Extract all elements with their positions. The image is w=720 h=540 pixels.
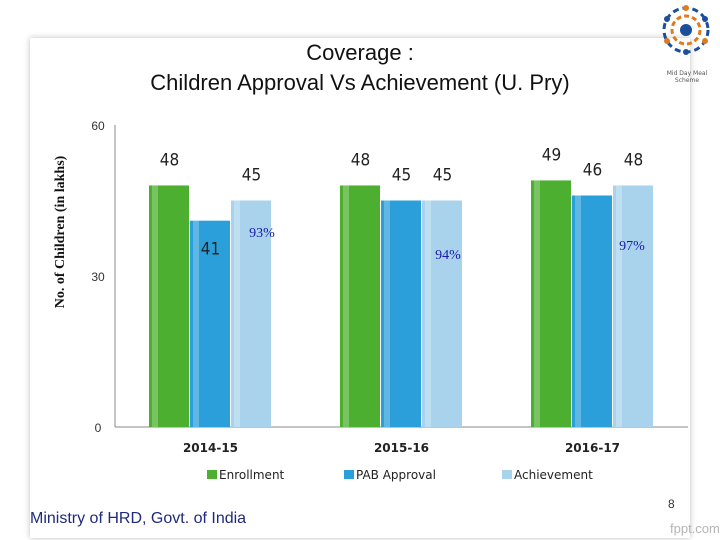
legend-swatch	[207, 470, 217, 479]
y-tick-label: 0	[95, 421, 102, 435]
bar-highlight	[152, 185, 158, 427]
bar-highlight	[425, 200, 431, 427]
y-axis-label: No. of Children (in lakhs)	[53, 155, 68, 308]
bar-value-label: 45	[433, 166, 452, 186]
bar-value-label: 46	[583, 160, 602, 180]
bar-value-label: 45	[392, 166, 411, 186]
bar-highlight	[534, 180, 540, 427]
bar-top-highlight	[531, 177, 571, 181]
bar-top-highlight	[231, 197, 271, 201]
bar	[381, 200, 421, 427]
bar-value-label: 49	[542, 145, 561, 165]
page-number: 8	[668, 497, 675, 511]
bar-highlight	[575, 195, 581, 427]
bar-highlight	[616, 185, 622, 427]
bar-top-highlight	[190, 217, 230, 221]
bar	[340, 185, 380, 427]
bar	[231, 200, 271, 427]
bar-top-highlight	[422, 197, 462, 201]
bar	[613, 185, 653, 427]
y-tick-label: 60	[91, 119, 105, 133]
x-tick-label: 2014-15	[183, 441, 238, 455]
x-tick-label: 2016-17	[565, 441, 620, 455]
bar-top-highlight	[381, 197, 421, 201]
bars-group: 48 41 45 93% 48 45 45 94% 49 46 48 97%	[149, 145, 653, 427]
bar-highlight	[193, 220, 199, 427]
bar	[149, 185, 189, 427]
bar-highlight	[234, 200, 240, 427]
logo-caption: Mid Day Meal Scheme	[666, 70, 708, 84]
legend-swatch	[344, 470, 354, 479]
achievement-percent-label: 93%	[249, 226, 275, 241]
legend-label: PAB Approval	[356, 468, 436, 482]
x-labels: 2014-15 2015-16 2016-17	[183, 441, 620, 455]
slide-title-line2: Children Approval Vs Achievement (U. Pry…	[150, 70, 570, 95]
bar-highlight	[343, 185, 349, 427]
legend-label: Achievement	[514, 468, 593, 482]
bar-top-highlight	[572, 192, 612, 196]
x-tick-label: 2015-16	[374, 441, 429, 455]
bar	[531, 180, 571, 427]
bar-value-label: 48	[160, 150, 179, 170]
bar	[190, 220, 230, 427]
bar	[572, 195, 612, 427]
slide-title-line1: Coverage :	[306, 40, 414, 65]
legend-swatch	[502, 470, 512, 479]
legend: Enrollment PAB Approval Achievement	[207, 468, 593, 482]
achievement-percent-label: 97%	[619, 239, 645, 254]
bar-value-label: 45	[242, 166, 261, 186]
bar-top-highlight	[613, 182, 653, 186]
footer-ministry: Ministry of HRD, Govt. of India	[30, 510, 247, 527]
bar-top-highlight	[149, 182, 189, 186]
bar-value-label: 48	[351, 150, 370, 170]
achievement-percent-label: 94%	[435, 248, 461, 263]
bar-value-label: 41	[201, 240, 220, 260]
mid-day-meal-logo	[662, 5, 710, 55]
legend-label: Enrollment	[219, 468, 285, 482]
y-tick-label: 30	[91, 270, 105, 284]
bar-highlight	[384, 200, 390, 427]
y-ticks: 0 30 60	[91, 119, 105, 435]
bar-top-highlight	[340, 182, 380, 186]
bar-value-label: 48	[624, 150, 643, 170]
bar	[422, 200, 462, 427]
watermark: fppt.com	[670, 521, 720, 536]
